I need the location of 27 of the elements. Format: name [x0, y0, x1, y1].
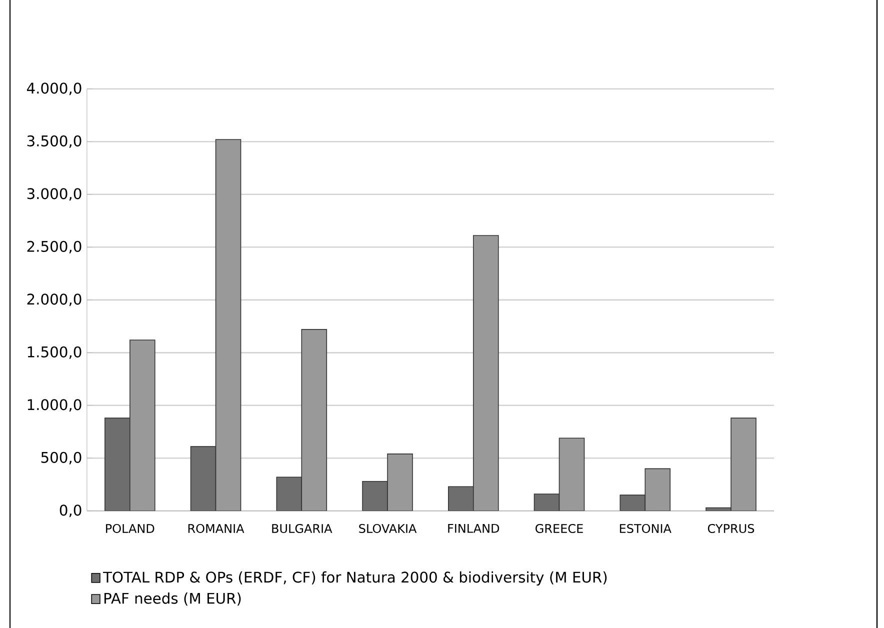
bar: [644, 468, 671, 511]
x-tick-label: ROMANIA: [188, 524, 244, 534]
y-tick-label: 3.000,0: [27, 188, 82, 201]
x-tick-label: POLAND: [106, 524, 154, 534]
bar: [730, 418, 756, 511]
y-tick-label: 2.500,0: [27, 240, 82, 254]
y-tick-label: 0,0: [60, 504, 82, 518]
legend-label: TOTAL RDP & OPs (ERDF, CF) for Natura 2000 & biodiversity (M EUR): [102, 571, 607, 586]
y-tick-label: 500,0: [41, 452, 82, 464]
bar: [129, 340, 156, 511]
x-tick-label: SLOVAKIA: [359, 524, 417, 534]
x-tick-label: ESTONIA: [620, 524, 672, 534]
y-tick-label: 2.000,0: [27, 294, 82, 306]
bar: [387, 454, 413, 511]
y-tick-label: 1.000,0: [28, 399, 82, 412]
bar: [472, 235, 499, 511]
x-tick-label: BULGARIA: [272, 524, 332, 534]
x-tick-label: FINLAND: [448, 524, 500, 533]
x-tick-label: CYPRUS: [708, 524, 754, 534]
bar: [215, 139, 242, 511]
x-tick-label: GREECE: [536, 524, 583, 534]
y-tick-label: 3.500,0: [27, 135, 82, 148]
bar: [301, 329, 328, 511]
legend-label: PAF needs (M EUR): [104, 592, 241, 606]
y-tick-label: 4.000,0: [26, 82, 82, 96]
y-tick-label: 1.500,0: [28, 346, 82, 359]
bar: [558, 438, 585, 511]
